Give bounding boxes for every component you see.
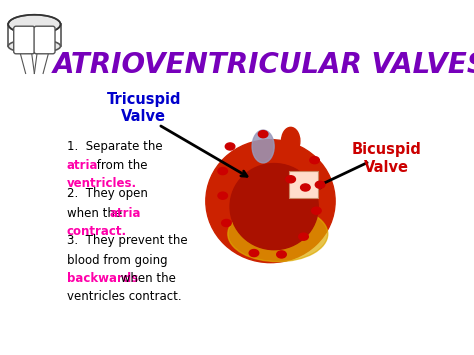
- Circle shape: [301, 184, 310, 191]
- Circle shape: [258, 131, 268, 138]
- Circle shape: [299, 233, 308, 240]
- Text: ATRIOVENTRICULAR VALVES: ATRIOVENTRICULAR VALVES: [53, 51, 474, 79]
- Ellipse shape: [206, 140, 335, 263]
- Text: contract.: contract.: [66, 225, 127, 238]
- Ellipse shape: [8, 39, 61, 53]
- Text: 2.  They open: 2. They open: [66, 187, 147, 201]
- Circle shape: [311, 207, 321, 214]
- FancyBboxPatch shape: [34, 26, 55, 54]
- Text: when the: when the: [117, 272, 176, 285]
- Text: when the: when the: [66, 207, 126, 220]
- FancyBboxPatch shape: [289, 171, 318, 198]
- Text: Tricuspid
Valve: Tricuspid Valve: [107, 92, 181, 124]
- Circle shape: [222, 219, 231, 226]
- Text: from the: from the: [93, 159, 147, 172]
- Text: backwards: backwards: [66, 272, 138, 285]
- Circle shape: [218, 192, 228, 199]
- Circle shape: [315, 181, 325, 188]
- Circle shape: [225, 143, 235, 150]
- Text: atria: atria: [66, 159, 98, 172]
- Text: 1.  Separate the: 1. Separate the: [66, 140, 162, 153]
- Text: atria: atria: [110, 207, 141, 220]
- Ellipse shape: [228, 206, 328, 262]
- FancyBboxPatch shape: [14, 26, 35, 54]
- Ellipse shape: [230, 164, 318, 250]
- Text: ventricles.: ventricles.: [66, 178, 137, 190]
- Text: ventricles contract.: ventricles contract.: [66, 290, 181, 303]
- Text: Bicuspid
Valve: Bicuspid Valve: [351, 142, 421, 175]
- Ellipse shape: [8, 15, 61, 34]
- Circle shape: [286, 176, 295, 183]
- Ellipse shape: [252, 130, 274, 163]
- Circle shape: [218, 168, 228, 175]
- Circle shape: [310, 157, 319, 164]
- Circle shape: [277, 251, 286, 258]
- Ellipse shape: [282, 127, 300, 155]
- Text: 3.  They prevent the: 3. They prevent the: [66, 234, 187, 247]
- Text: blood from going: blood from going: [66, 253, 167, 267]
- Circle shape: [249, 250, 259, 257]
